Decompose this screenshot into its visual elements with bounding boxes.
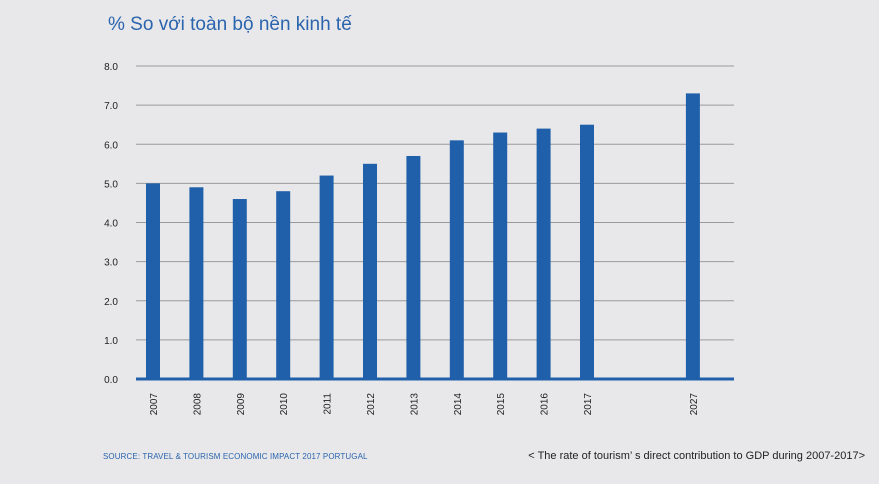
chart-caption: < The rate of tourism’ s direct contribu…	[528, 450, 865, 462]
x-tick-label: 2010	[279, 393, 290, 416]
bar	[449, 140, 464, 379]
source-note: SOURCE: TRAVEL & TOURISM ECONOMIC IMPACT…	[103, 452, 368, 461]
y-tick-label: 1.0	[104, 336, 118, 347]
x-tick-label: 2009	[236, 393, 247, 416]
x-tick-label: 2027	[689, 393, 700, 416]
bar	[146, 183, 160, 379]
bar	[685, 93, 700, 379]
x-tick-label: 2008	[192, 393, 203, 416]
x-tick-label: 2015	[496, 393, 507, 416]
chart-title: % So với toàn bộ nền kinh tế	[108, 14, 352, 35]
bar	[580, 124, 594, 379]
bar	[232, 199, 247, 379]
x-tick-label: 2012	[366, 393, 377, 416]
bar	[319, 175, 334, 379]
y-tick-label: 0.0	[104, 375, 118, 386]
y-tick-label: 8.0	[104, 62, 118, 73]
y-tick-label: 7.0	[104, 101, 118, 112]
y-tick-label: 3.0	[104, 258, 118, 269]
bar	[493, 132, 508, 379]
bar	[189, 187, 204, 379]
bar	[276, 191, 291, 379]
bar	[363, 163, 377, 379]
x-tick-label: 2007	[149, 393, 160, 416]
x-tick-label: 2013	[409, 393, 420, 416]
bar	[536, 128, 551, 379]
y-tick-label: 4.0	[104, 219, 118, 230]
x-tick-label: 2016	[540, 393, 551, 416]
bar	[406, 155, 421, 379]
x-tick-label: 2014	[453, 393, 464, 416]
y-tick-label: 5.0	[104, 179, 118, 190]
y-tick-label: 2.0	[104, 297, 118, 308]
x-tick-label: 2017	[583, 393, 594, 416]
y-tick-label: 6.0	[104, 140, 118, 151]
x-tick-label: 2011	[323, 393, 334, 415]
